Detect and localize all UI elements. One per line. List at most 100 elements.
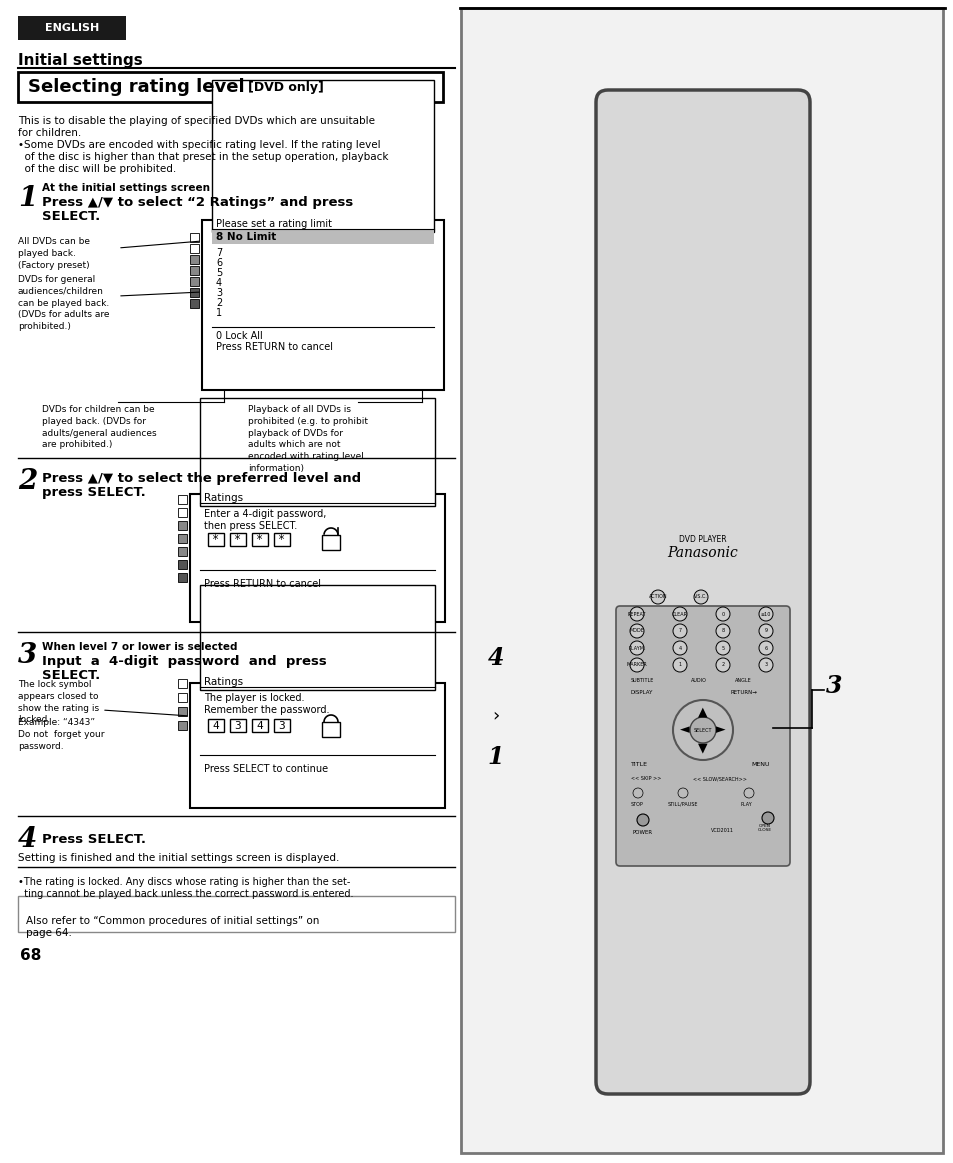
Text: *: * <box>256 534 263 547</box>
Text: PLAYM.: PLAYM. <box>628 645 645 650</box>
Bar <box>200 398 435 506</box>
Bar <box>178 679 187 688</box>
Text: 1: 1 <box>678 663 680 668</box>
Bar <box>190 233 199 242</box>
Bar <box>212 80 434 231</box>
Bar <box>178 521 187 530</box>
Text: The lock symbol
appears closed to
show the rating is
locked.: The lock symbol appears closed to show t… <box>18 680 99 725</box>
Circle shape <box>693 590 707 604</box>
Bar <box>178 561 187 569</box>
Text: ACTION: ACTION <box>648 594 666 599</box>
Text: Press ▲/▼ to select “2 Ratings” and press: Press ▲/▼ to select “2 Ratings” and pres… <box>42 197 353 209</box>
Text: ting cannot be played back unless the correct password is entered.: ting cannot be played back unless the co… <box>18 889 354 899</box>
Bar <box>190 494 444 622</box>
Text: 1: 1 <box>18 185 37 212</box>
Circle shape <box>672 625 686 638</box>
Text: of the disc is higher than that preset in the setup operation, playback: of the disc is higher than that preset i… <box>18 152 388 162</box>
Bar <box>178 547 187 556</box>
Circle shape <box>672 658 686 672</box>
Circle shape <box>650 590 664 604</box>
Text: Example: “4343”
Do not  forget your
password.: Example: “4343” Do not forget your passw… <box>18 718 105 750</box>
Text: DVDs for general
audiences/children
can be played back.
(DVDs for adults are
pro: DVDs for general audiences/children can … <box>18 274 110 331</box>
Text: of the disc will be prohibited.: of the disc will be prohibited. <box>18 164 176 174</box>
Text: At the initial settings screen: At the initial settings screen <box>42 183 210 193</box>
Bar <box>190 299 199 308</box>
Text: Please set a rating limit: Please set a rating limit <box>215 219 332 229</box>
Text: 2: 2 <box>215 298 222 308</box>
Circle shape <box>689 718 716 743</box>
Text: SELECT.: SELECT. <box>42 669 100 682</box>
Text: 3: 3 <box>278 721 285 732</box>
Text: 8: 8 <box>720 628 723 634</box>
Text: 3: 3 <box>763 663 767 668</box>
Bar <box>18 72 442 102</box>
Circle shape <box>716 607 729 621</box>
Text: ▼: ▼ <box>698 742 707 755</box>
Text: 3: 3 <box>18 642 37 669</box>
Circle shape <box>759 658 772 672</box>
Bar <box>178 508 187 518</box>
Circle shape <box>759 625 772 638</box>
Text: 3: 3 <box>234 721 241 732</box>
Text: RETURN→: RETURN→ <box>730 691 757 695</box>
Text: Input  a  4-digit  password  and  press: Input a 4-digit password and press <box>42 655 327 668</box>
Text: << SLOW/SEARCH>>: << SLOW/SEARCH>> <box>692 777 746 782</box>
Text: Ratings: Ratings <box>204 493 243 504</box>
Bar <box>178 721 187 730</box>
Text: 1: 1 <box>487 745 504 769</box>
Circle shape <box>672 641 686 655</box>
Text: *: * <box>213 534 219 547</box>
Text: MARKER: MARKER <box>626 663 647 668</box>
Bar <box>208 533 224 545</box>
Text: 7: 7 <box>678 628 680 634</box>
Text: 4: 4 <box>678 645 680 650</box>
Circle shape <box>629 625 643 638</box>
Text: CLEAR: CLEAR <box>671 612 687 616</box>
Circle shape <box>759 641 772 655</box>
Text: 4: 4 <box>213 721 219 732</box>
Bar <box>178 707 187 716</box>
Text: 4: 4 <box>487 645 504 670</box>
Bar <box>230 533 246 545</box>
Text: SUBTITLE: SUBTITLE <box>630 678 654 684</box>
Text: *: * <box>278 534 285 547</box>
Text: 8 No Limit: 8 No Limit <box>215 231 276 242</box>
Bar <box>18 896 455 932</box>
Text: STILL/PAUSE: STILL/PAUSE <box>667 801 698 806</box>
Text: All DVDs can be
played back.
(Factory preset): All DVDs can be played back. (Factory pr… <box>18 237 90 270</box>
Text: ›: › <box>492 707 499 725</box>
Bar <box>190 266 199 274</box>
Text: 6: 6 <box>763 645 767 650</box>
Bar <box>190 277 199 286</box>
Text: Press SELECT to continue: Press SELECT to continue <box>204 764 328 775</box>
Bar <box>460 8 942 1153</box>
Text: Press RETURN to cancel: Press RETURN to cancel <box>204 579 320 588</box>
Text: 6: 6 <box>215 258 222 267</box>
Text: ANGLE: ANGLE <box>734 678 751 684</box>
Text: 5: 5 <box>720 645 723 650</box>
Bar <box>178 495 187 504</box>
Circle shape <box>672 607 686 621</box>
Text: POWER: POWER <box>633 829 653 835</box>
Bar <box>190 288 199 297</box>
Bar <box>208 719 224 732</box>
Circle shape <box>716 658 729 672</box>
Bar <box>252 533 268 545</box>
Bar <box>178 534 187 543</box>
Bar <box>178 573 187 582</box>
Text: Setting is finished and the initial settings screen is displayed.: Setting is finished and the initial sett… <box>18 852 339 863</box>
Text: When level 7 or lower is selected: When level 7 or lower is selected <box>42 642 237 652</box>
Circle shape <box>633 789 642 798</box>
Text: Selecting rating level: Selecting rating level <box>28 78 251 97</box>
FancyBboxPatch shape <box>596 90 809 1094</box>
Text: 4: 4 <box>215 278 222 288</box>
Bar <box>202 220 443 390</box>
Text: 1: 1 <box>215 308 222 317</box>
Circle shape <box>678 789 687 798</box>
Bar <box>178 693 187 702</box>
Circle shape <box>672 700 732 759</box>
Bar <box>190 683 444 808</box>
Text: STOP: STOP <box>630 801 643 806</box>
Text: Press SELECT.: Press SELECT. <box>42 833 146 846</box>
Text: 4: 4 <box>256 721 263 732</box>
